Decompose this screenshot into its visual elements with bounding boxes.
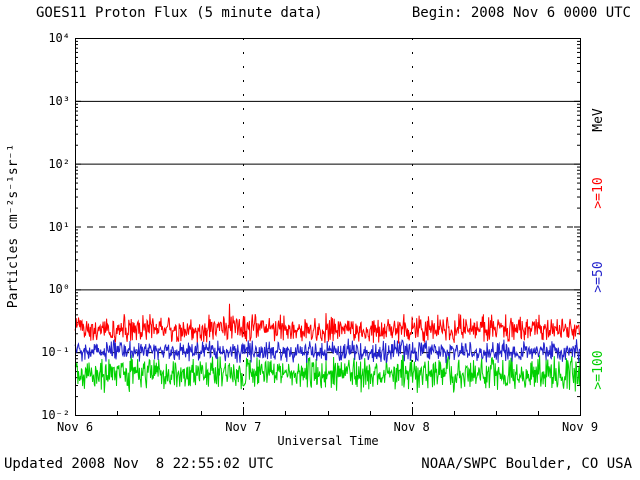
y-tick-label: 10⁴	[48, 31, 70, 45]
flux-series-50-mev	[74, 338, 581, 364]
x-axis-label: Universal Time	[277, 434, 379, 448]
source-label: NOAA/SWPC Boulder, CO USA	[421, 456, 632, 472]
chart-title: GOES11 Proton Flux (5 minute data)	[36, 5, 323, 21]
right-label-50: >=50	[591, 261, 606, 293]
y-tick-label: 10⁰	[48, 282, 70, 297]
right-label-10: >=10	[591, 177, 606, 209]
x-tick-label: Nov 8	[393, 420, 430, 434]
y-tick-label: 10⁻¹	[41, 345, 70, 360]
x-tick-label: Nov 7	[225, 420, 262, 434]
updated-time-label: Updated 2008 Nov 8 22:55:02 UTC	[4, 456, 274, 472]
y-axis-label: Particles cm⁻²s⁻¹sr⁻¹	[6, 143, 21, 309]
y-tick-label: 10⁻²	[41, 408, 70, 422]
flux-series-100-mev	[74, 354, 581, 393]
y-tick-label: 10¹	[48, 219, 70, 234]
x-tick-label: Nov 9	[561, 420, 599, 434]
x-tick-label: Nov 6	[56, 420, 94, 434]
y-tick-label: 10²	[48, 156, 70, 171]
plot-frame	[75, 38, 581, 416]
begin-time-label: Begin: 2008 Nov 6 0000 UTC	[411, 5, 631, 21]
right-label-100: >=100	[591, 350, 606, 390]
y-tick-label: 10³	[48, 93, 70, 108]
flux-series-10-mev	[74, 303, 581, 344]
